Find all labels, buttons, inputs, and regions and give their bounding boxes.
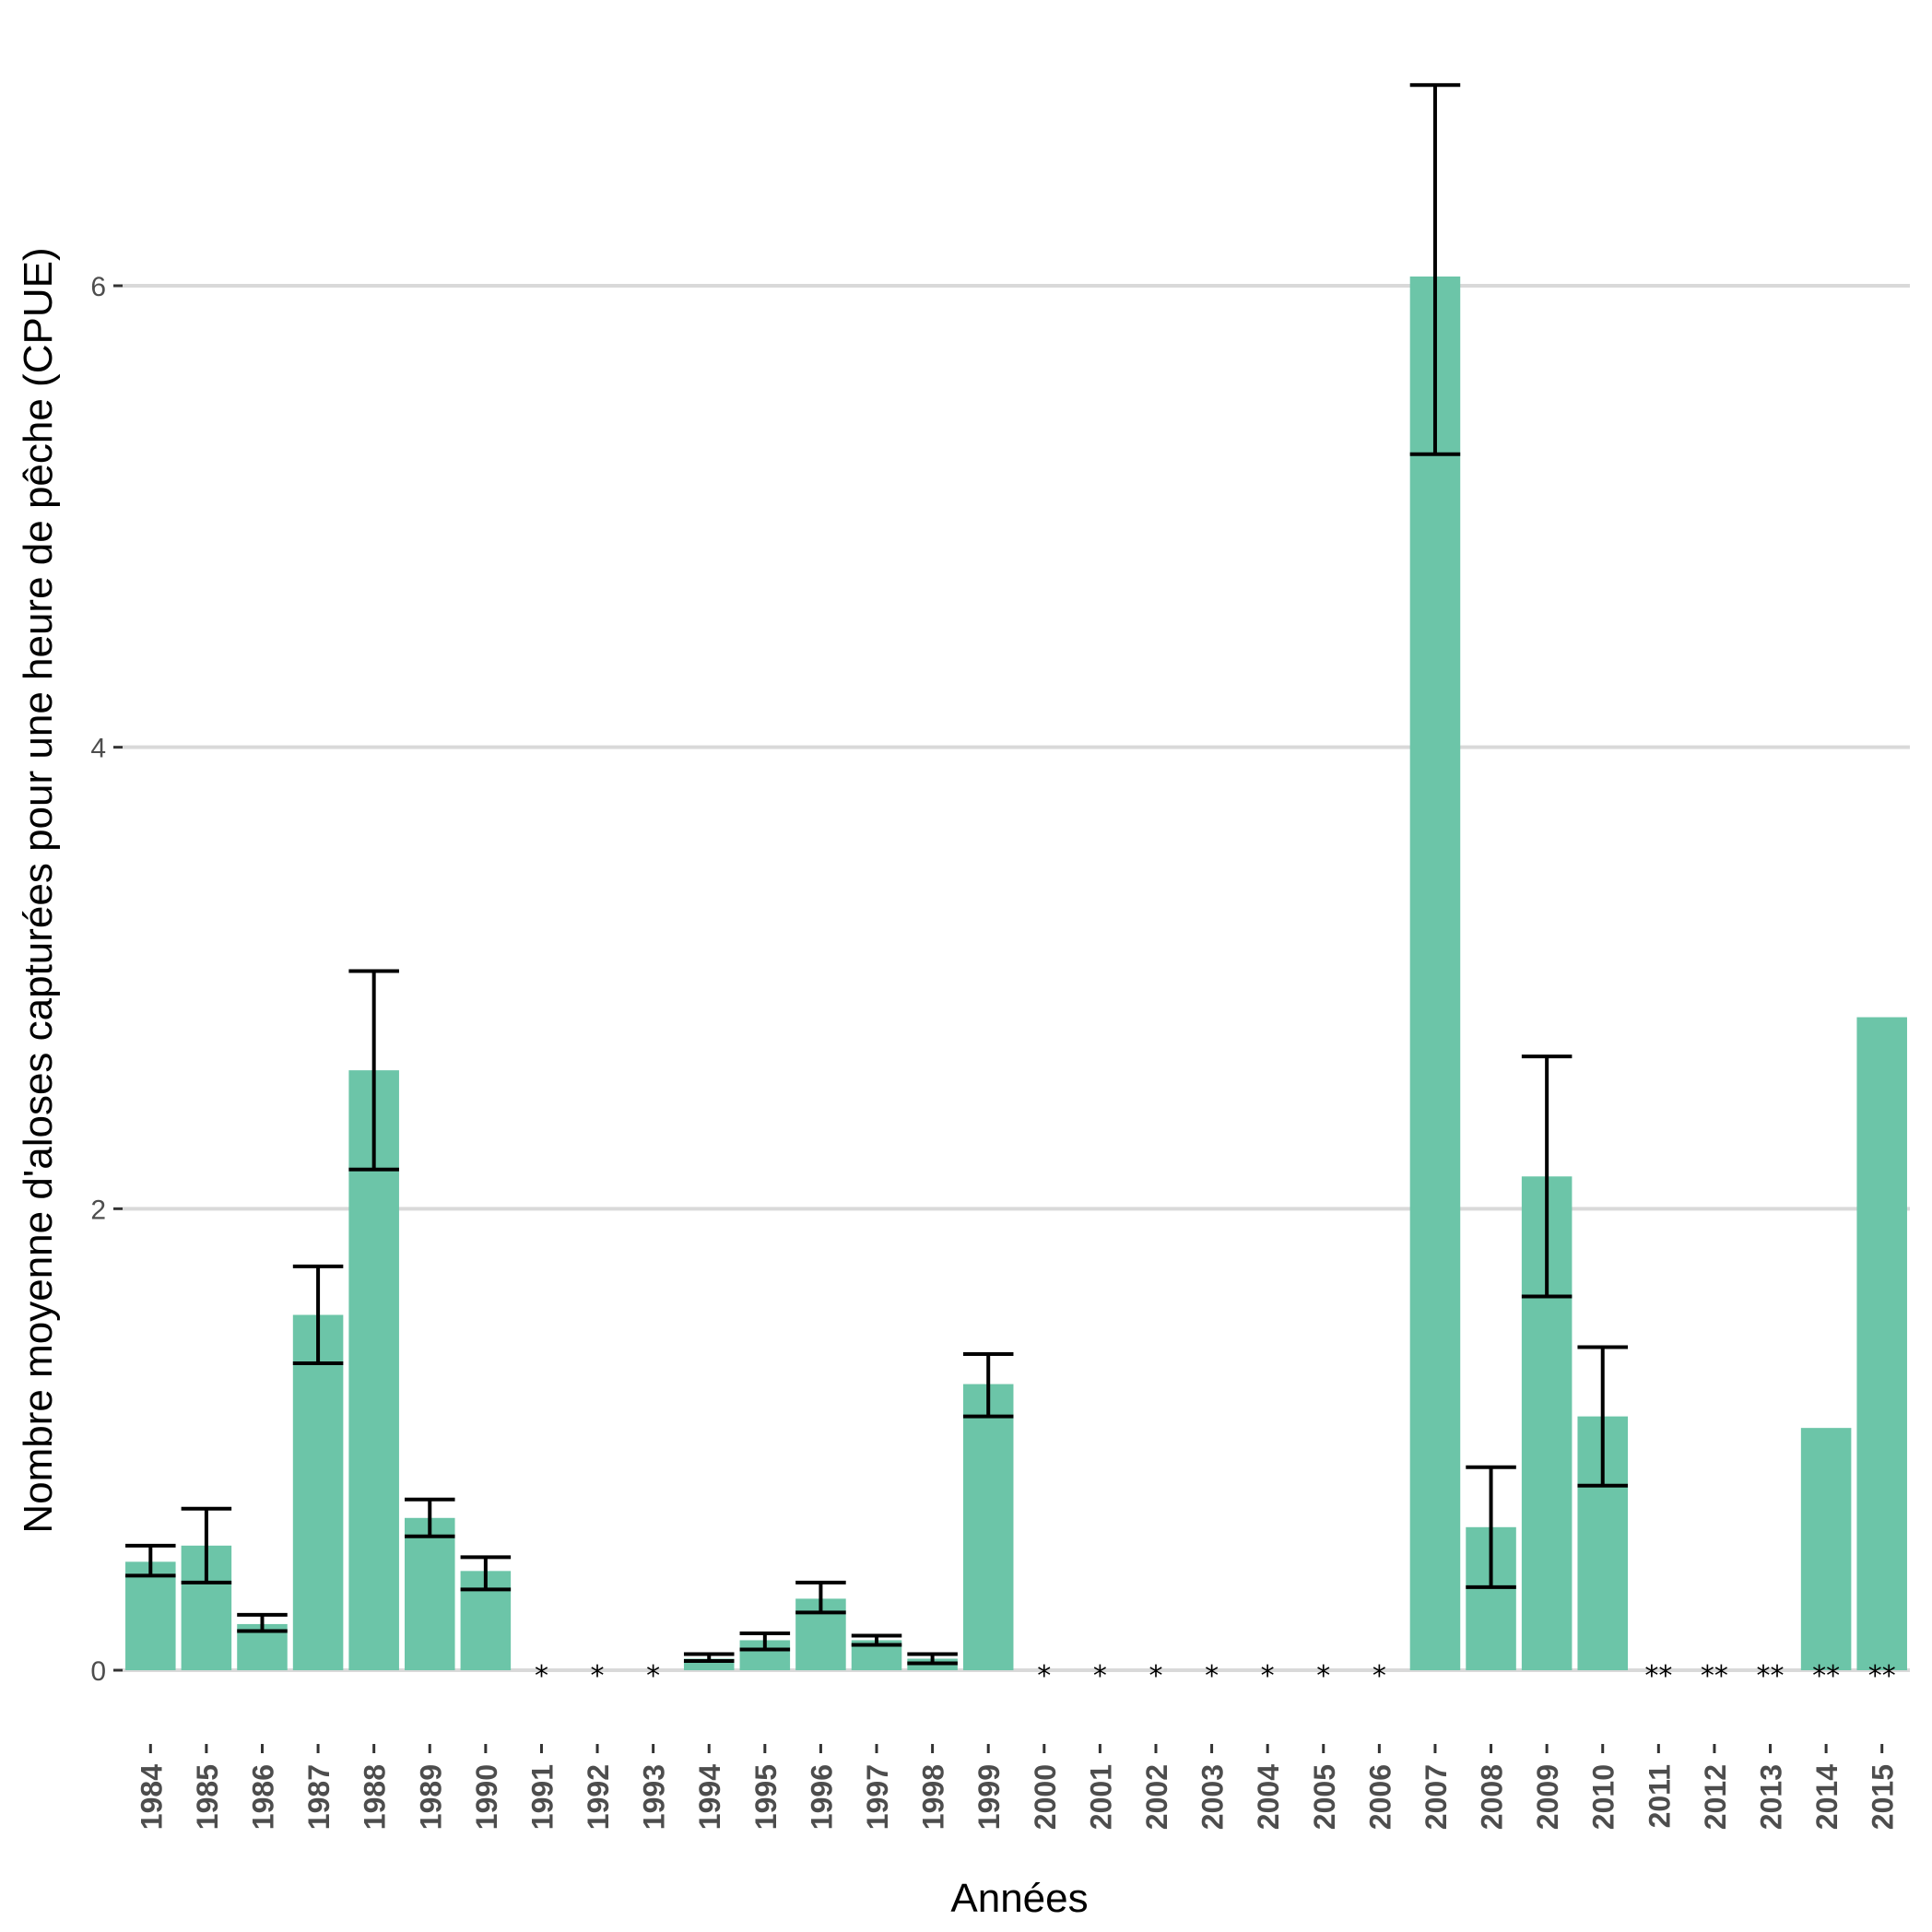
x-tick-label-1990: 1990	[470, 1764, 503, 1830]
x-tick-label-1993: 1993	[638, 1764, 671, 1830]
error-bar-1984	[125, 1543, 176, 1578]
y-tick-label: 6	[90, 272, 106, 302]
annotation-1993: *	[646, 1660, 660, 1692]
annotation-2015: **	[1868, 1660, 1896, 1692]
error-bar-1990	[460, 1555, 512, 1592]
bar-1984	[125, 1561, 176, 1670]
annotation-2006: *	[1372, 1660, 1386, 1692]
annotation-2004: *	[1261, 1660, 1275, 1692]
y-axis: 0 2 4 6	[90, 272, 123, 1687]
y-tick-label: 2	[90, 1195, 106, 1225]
annotation-2011: **	[1644, 1660, 1672, 1692]
x-tick-label-2013: 2013	[1755, 1764, 1788, 1830]
x-tick-label-2014: 2014	[1810, 1764, 1844, 1830]
x-tick-label-2005: 2005	[1308, 1764, 1341, 1830]
x-tick-label-1985: 1985	[191, 1764, 224, 1830]
annotation-1992: *	[591, 1660, 605, 1692]
annotation-2014: **	[1812, 1660, 1840, 1692]
x-tick-label-1988: 1988	[359, 1764, 392, 1830]
y-tick-label: 0	[90, 1656, 106, 1687]
x-tick-label-1995: 1995	[749, 1764, 783, 1830]
error-bar-1985	[181, 1506, 232, 1584]
error-bars	[125, 83, 1629, 1666]
x-tick-label-1999: 1999	[972, 1764, 1006, 1830]
error-bar-2008	[1466, 1465, 1516, 1589]
bar-2007	[1409, 276, 1461, 1670]
bar-2015	[1856, 1017, 1907, 1670]
x-axis-title: Années	[950, 1876, 1088, 1921]
x-tick-label-1984: 1984	[135, 1764, 168, 1830]
y-axis-title: Nombre moyenne d'aloses capturées pour u…	[16, 247, 61, 1533]
x-tick-label-1992: 1992	[582, 1764, 615, 1830]
annotations: * * * * * * * * * * ** ** ** ** **	[535, 1660, 1896, 1692]
annotation-2001: *	[1093, 1660, 1107, 1692]
x-tick-label-2004: 2004	[1252, 1764, 1285, 1830]
annotation-2000: *	[1037, 1660, 1051, 1692]
x-tick-label-2010: 2010	[1587, 1764, 1620, 1830]
x-tick-label-2001: 2001	[1084, 1764, 1117, 1830]
bar-1987	[292, 1314, 344, 1670]
bar-2014	[1800, 1428, 1852, 1670]
x-tick-label-2006: 2006	[1363, 1764, 1396, 1830]
x-tick-label-2002: 2002	[1140, 1764, 1173, 1830]
error-bar-1996	[795, 1580, 846, 1615]
error-bar-1995	[739, 1631, 791, 1652]
x-tick-label-1991: 1991	[525, 1764, 559, 1830]
x-tick-label-2011: 2011	[1643, 1764, 1676, 1828]
x-tick-label-2015: 2015	[1867, 1764, 1900, 1830]
error-bar-1994	[683, 1652, 735, 1663]
error-bar-2009	[1521, 1054, 1573, 1299]
x-tick-label-1996: 1996	[805, 1764, 838, 1830]
x-tick-label-2007: 2007	[1420, 1764, 1453, 1830]
bar-1999	[962, 1384, 1014, 1670]
annotation-2003: *	[1205, 1660, 1219, 1692]
annotation-2012: **	[1701, 1660, 1728, 1692]
bars	[125, 276, 1907, 1670]
x-tick-label-2008: 2008	[1476, 1764, 1509, 1830]
x-tick-label-2009: 2009	[1531, 1764, 1564, 1830]
x-tick-label-1989: 1989	[414, 1764, 447, 1830]
bar-1989	[404, 1517, 455, 1670]
x-tick-label-1994: 1994	[693, 1764, 726, 1830]
x-tick-label-1997: 1997	[861, 1764, 894, 1830]
x-tick-label-2000: 2000	[1029, 1764, 1062, 1830]
x-tick-label-1987: 1987	[302, 1764, 336, 1830]
x-tick-label-1986: 1986	[246, 1764, 279, 1830]
error-bar-1997	[851, 1633, 902, 1647]
error-bar-1999	[962, 1352, 1014, 1419]
error-bar-1998	[907, 1652, 958, 1666]
annotation-2013: **	[1757, 1660, 1785, 1692]
x-axis: 1984 1985 1986 1987 1988 1989 1990 1991 1992 1993…	[135, 1744, 1900, 1830]
annotation-1991: *	[535, 1660, 548, 1692]
error-bar-1987	[292, 1264, 344, 1366]
error-bar-1986	[237, 1612, 288, 1633]
x-tick-label-2012: 2012	[1699, 1764, 1732, 1830]
error-bar-1988	[348, 969, 399, 1172]
y-tick-label: 4	[90, 734, 106, 764]
error-bar-2010	[1577, 1345, 1629, 1488]
error-bar-2007	[1409, 83, 1461, 456]
annotation-2005: *	[1316, 1660, 1330, 1692]
x-tick-label-1998: 1998	[917, 1764, 950, 1830]
error-bar-1989	[404, 1497, 455, 1538]
x-tick-label-2003: 2003	[1196, 1764, 1230, 1830]
annotation-2002: *	[1149, 1660, 1162, 1692]
